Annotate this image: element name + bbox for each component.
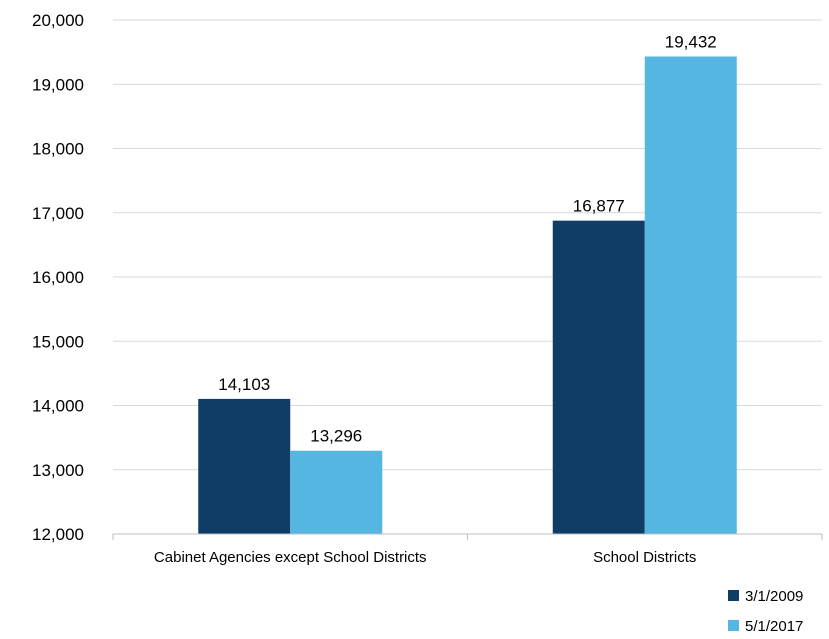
- y-axis: 12,000 13,000 14,000 15,000 16,000 17,000 18,0…: [32, 11, 84, 544]
- bar: [552, 220, 645, 534]
- x-category-label: School Districts: [593, 549, 696, 566]
- data-label: 19,432: [665, 32, 717, 51]
- legend-swatch: [728, 590, 739, 601]
- y-tick-label: 15,000: [32, 332, 84, 351]
- x-category-label: Cabinet Agencies except School Districts: [154, 549, 427, 566]
- y-tick-label: 18,000: [32, 140, 84, 159]
- data-label: 16,877: [573, 197, 625, 216]
- y-tick-label: 19,000: [32, 75, 84, 94]
- y-tick-label: 20,000: [32, 11, 84, 30]
- legend: 3/1/2009 5/1/2017: [728, 588, 803, 635]
- bars: [198, 56, 737, 535]
- legend-swatch: [728, 620, 739, 631]
- x-axis: Cabinet Agencies except School Districts…: [112, 533, 823, 566]
- y-tick-label: 16,000: [32, 268, 84, 287]
- bar: [644, 56, 737, 535]
- y-tick-label: 14,000: [32, 397, 84, 416]
- bar: [290, 450, 383, 534]
- y-tick-label: 12,000: [32, 525, 84, 544]
- y-tick-label: 17,000: [32, 204, 84, 223]
- data-label: 14,103: [218, 375, 270, 394]
- bar: [198, 398, 291, 534]
- legend-label: 5/1/2017: [745, 618, 803, 635]
- y-tick-label: 13,000: [32, 461, 84, 480]
- legend-label: 3/1/2009: [745, 588, 803, 605]
- data-label: 13,296: [310, 427, 362, 446]
- data-labels: 14,103 13,296 16,877 19,432: [218, 32, 717, 445]
